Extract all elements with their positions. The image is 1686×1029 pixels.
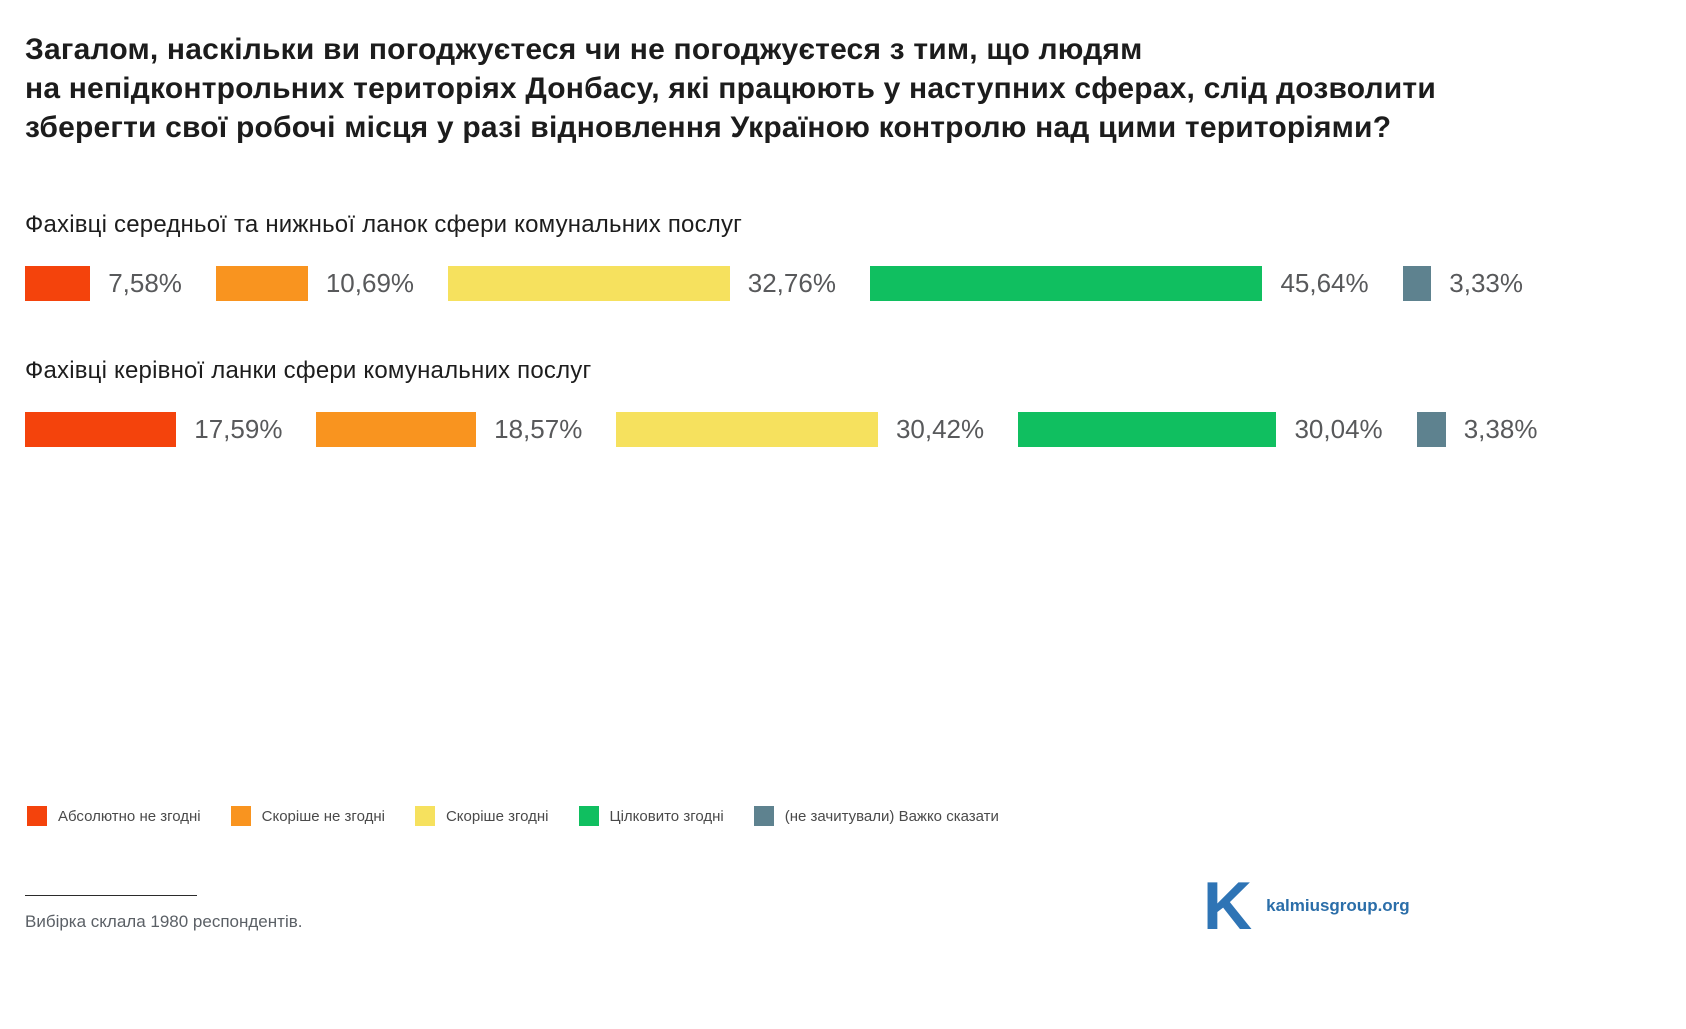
bar-value-label: 30,04%: [1294, 414, 1383, 444]
bar-segment: [25, 266, 91, 301]
bar-value-label: 7,58%: [108, 268, 182, 298]
bar-row: 17,59% 18,57% 30,42% 30,04% 3,38%: [25, 412, 1686, 447]
sample-note: Вибірка склала 1980 респондентів.: [25, 912, 303, 931]
chart-groups: Фахівці середньої та нижньої ланок сфери…: [0, 211, 1686, 447]
bar-row: 7,58% 10,69% 32,76% 45,64% 3,33%: [25, 266, 1686, 301]
bar-value-label: 32,76%: [747, 268, 836, 298]
bar-value-label: 3,33%: [1449, 268, 1523, 298]
legend-item: Абсолютно не згодні: [27, 806, 201, 826]
sample-note-block: Вибірка склала 1980 респондентів.: [25, 895, 302, 932]
bar-segment: [448, 266, 730, 301]
bar-segment: [1402, 266, 1432, 301]
bar-segment: [316, 412, 477, 447]
legend-item: Скоріше згодні: [414, 806, 549, 826]
bar-segment: [25, 412, 177, 447]
bar-segment: [869, 266, 1263, 301]
chart-title: Загалом, наскільки ви погоджуєтеся чи не…: [25, 33, 1436, 144]
bar-value-label: 45,64%: [1280, 268, 1369, 298]
legend-item: Цілковито згодні: [578, 806, 724, 826]
legend-item: Скоріше не згодні: [230, 806, 385, 826]
legend-label: Цілковито згодні: [609, 807, 724, 825]
legend-label: Скоріше не згодні: [261, 807, 385, 825]
legend-swatch-icon: [414, 806, 435, 826]
bar-value-label: 17,59%: [194, 414, 283, 444]
legend: Абсолютно не згодні Скоріше не згодні Скор…: [27, 806, 999, 826]
bar-value-label: 18,57%: [494, 414, 583, 444]
bar-value-label: 30,42%: [895, 414, 985, 444]
legend-label: Абсолютно не згодні: [58, 807, 201, 825]
legend-label: (не зачитували) Важко сказати: [784, 807, 999, 825]
legend-swatch-icon: [230, 806, 251, 826]
kalmius-logo-icon: K: [1203, 868, 1253, 944]
bar-value-label: 3,38%: [1463, 414, 1538, 444]
bar-segment: [215, 266, 308, 301]
bar-value-label: 10,69%: [325, 268, 415, 298]
legend-item: (не зачитували) Важко сказати: [753, 806, 999, 826]
group-title: Фахівці середньої та нижньої ланок сфери…: [25, 211, 743, 238]
bar-segment: [1018, 412, 1277, 447]
site-link[interactable]: kalmiusgroup.org: [1266, 896, 1410, 916]
bar-segment: [1416, 412, 1446, 447]
chart-group: Фахівці середньої та нижньої ланок сфери…: [25, 211, 1686, 301]
legend-swatch-icon: [753, 806, 774, 826]
chart-group: Фахівці керівної ланки сфери комунальних…: [25, 357, 1686, 447]
legend-swatch-icon: [27, 806, 47, 826]
legend-swatch-icon: [578, 806, 599, 826]
bar-segment: [616, 412, 878, 447]
branding: K kalmiusgroup.org: [1203, 868, 1410, 944]
group-title: Фахівці керівної ланки сфери комунальних…: [25, 357, 592, 384]
legend-label: Скоріше згодні: [445, 807, 549, 825]
footer-rule: [25, 895, 197, 896]
